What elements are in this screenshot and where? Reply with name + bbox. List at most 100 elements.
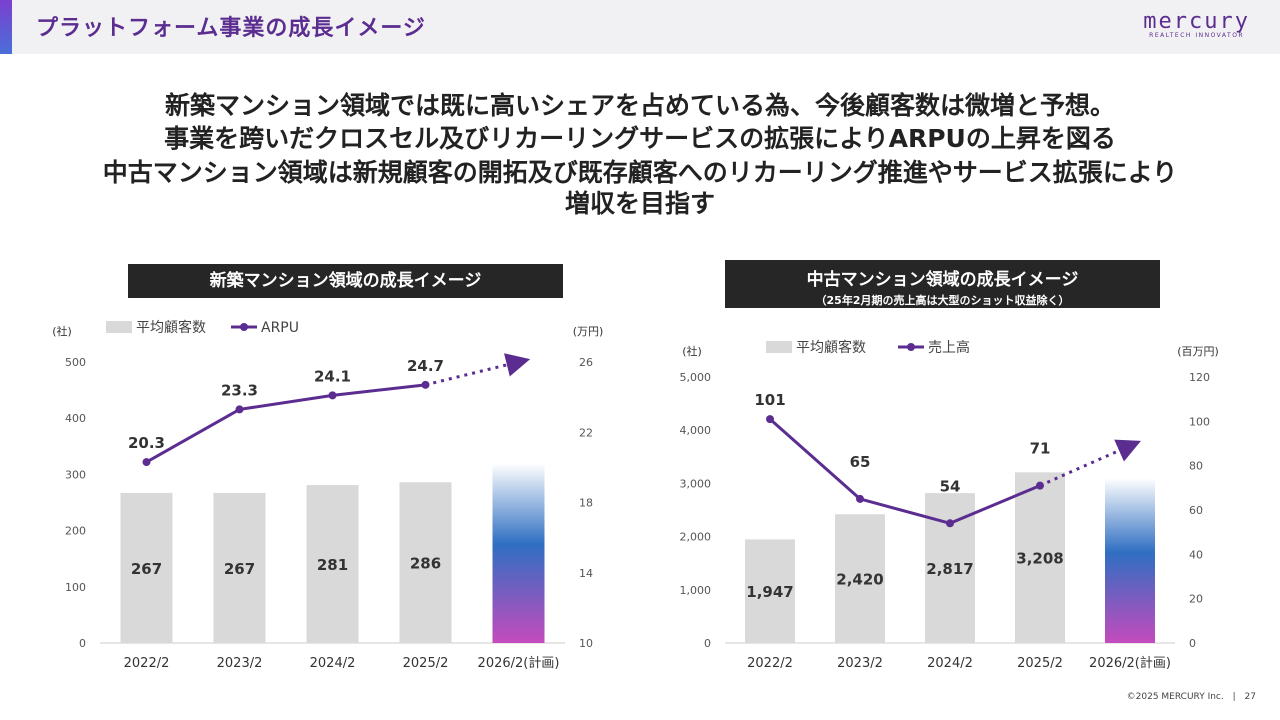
message-line-4: 増収を目指す: [564, 189, 715, 218]
chart-1-left-tick: 500: [65, 356, 86, 369]
chart-2-right-tick: 100: [1189, 415, 1210, 428]
chart-2-category-label-5: 2026/2(計画): [1089, 655, 1171, 671]
chart-1-right-tick: 22: [579, 426, 593, 439]
chart-2-bar-5: [1105, 478, 1155, 643]
chart-2-left-tick: 0: [704, 637, 711, 650]
chart-1-right-tick: 10: [579, 637, 593, 650]
chart-1-legend-bar-label: 平均顧客数: [136, 319, 206, 336]
chart-2-bar-1: [745, 539, 795, 643]
chart-2-bar-label-1: 1,947: [746, 583, 793, 601]
chart-1-category-label-2: 2023/2: [217, 656, 263, 671]
chart-1-svg: (社) (万円) 0 100 200 300 400 500 10 14 18 22 26 267 267 2…: [52, 319, 604, 671]
chart-1-legend-line-marker: [240, 323, 248, 331]
chart-1-left-unit: (社): [52, 324, 72, 338]
chart-1-line-label-3: 24.1: [314, 367, 351, 385]
chart-2-right-tick: 40: [1189, 548, 1203, 561]
chart-1-line-point-3: [328, 391, 337, 400]
chart-2-category-label-1: 2022/2: [747, 656, 793, 671]
chart-2-svg: (社) (百万円) 0 1,000 2,000 3,000 4,000 5,000 0 20 40 6…: [680, 339, 1219, 671]
chart-1-bar-3: [306, 485, 359, 643]
chart-1-line-point-2: [235, 405, 244, 414]
chart-2-bar-4: [1015, 472, 1065, 643]
chart-1-right-tick: 18: [579, 497, 593, 510]
chart-2-left-tick: 2,000: [680, 531, 712, 544]
chart-1-title-box: 新築マンション領域の成長イメージ: [128, 264, 563, 298]
footer-page-number: 27: [1244, 692, 1256, 702]
chart-2-legend-line-label: 売上高: [928, 339, 970, 356]
chart-2-line-actual: [769, 417, 1041, 525]
header-bar: プラットフォーム事業の成長イメージ mercury REALTECH INNOV…: [0, 0, 1280, 54]
chart-1-right-unit: (万円): [573, 325, 604, 338]
chart-1-left-tick: 100: [65, 581, 86, 594]
chart-2-right-tick: 80: [1189, 460, 1203, 473]
chart-1-category-label-5: 2026/2(計画): [478, 655, 560, 671]
chart-2-left-tick: 4,000: [680, 424, 712, 437]
header-accent: [0, 0, 12, 54]
chart-2-right-tick: 20: [1189, 593, 1203, 606]
chart-1-left-tick: 400: [65, 412, 86, 425]
chart-2-left-tick: 1,000: [680, 584, 712, 597]
chart-1-bar-2: [213, 492, 266, 643]
chart-1-line-actual: [145, 383, 426, 464]
chart-2-legend-bar-label: 平均顧客数: [796, 339, 866, 356]
chart-1-bar-label-1: 267: [131, 560, 162, 578]
chart-1-legend-line-label: ARPU: [261, 320, 299, 336]
chart-2-legend: 平均顧客数 売上高: [766, 339, 970, 356]
chart-2-category-label-3: 2024/2: [927, 656, 973, 671]
chart-1-category-label-4: 2025/2: [403, 656, 449, 671]
message-line-2: 事業を跨いだクロスセル及びリカーリングサービスの拡張によりARPUの上昇を図る: [164, 124, 1116, 153]
message-line-3: 中古マンション領域は新規顧客の開拓及び既存顧客へのリカーリング推進やサービス拡張…: [102, 158, 1178, 187]
chart-2-line-point-4: [1036, 481, 1044, 490]
company-logo: mercury REALTECH INNOVATOR: [1143, 9, 1250, 40]
logo-wordmark: mercury: [1143, 9, 1250, 34]
chart-2-line-label-1: 101: [754, 391, 785, 409]
chart-2-bar-2: [835, 514, 885, 643]
chart-2-left-tick: 5,000: [680, 371, 712, 384]
chart-2-line-label-3: 54: [940, 477, 961, 495]
chart-2-right-tick: 60: [1189, 504, 1203, 517]
chart-1-bar-label-3: 281: [317, 556, 348, 574]
chart-2-right-unit: (百万円): [1177, 345, 1219, 358]
chart-2-category-label-4: 2025/2: [1017, 656, 1063, 671]
chart-2-bar-label-2: 2,420: [836, 571, 883, 589]
chart-2-bar-label-3: 2,817: [926, 560, 973, 578]
chart-2-left-tick: 3,000: [680, 477, 712, 490]
chart-2-line-point-3: [946, 519, 954, 528]
chart-2-line-point-2: [856, 494, 864, 503]
chart-2-title: 中古マンション領域の成長イメージ: [806, 270, 1079, 290]
chart-2-legend-bar-swatch: [766, 341, 792, 353]
chart-2-left-unit: (社): [682, 344, 702, 358]
chart-1-right-tick: 14: [579, 567, 593, 580]
message-line-1: 新築マンション領域では既に高いシェアを占めている為、今後顧客数は微増と予想。: [164, 91, 1115, 120]
chart-1-right-tick: 26: [579, 356, 593, 369]
chart-2-legend-line-marker: [907, 343, 915, 351]
chart-1-line-point-4: [421, 380, 430, 389]
chart-1-left-tick: 200: [65, 525, 86, 538]
chart-2-right-tick: 0: [1189, 637, 1196, 650]
chart-1-bar-label-4: 286: [410, 555, 441, 573]
chart-1-line-point-1: [142, 458, 151, 467]
chart-1-line-label-2: 23.3: [221, 381, 258, 399]
chart-1-title: 新築マンション領域の成長イメージ: [209, 271, 482, 291]
chart-1-legend-bar-swatch: [106, 321, 132, 333]
footer-copyright: ©2025 MERCURY Inc.: [1126, 692, 1224, 702]
chart-1-left-tick: 0: [79, 637, 86, 650]
chart-1-category-label-1: 2022/2: [124, 656, 170, 671]
chart-1-line-label-1: 20.3: [128, 434, 165, 452]
chart-2-title-box: 中古マンション領域の成長イメージ （25年2月期の売上高は大型のショット収益除く…: [725, 260, 1160, 308]
chart-2-line-label-2: 65: [850, 453, 871, 471]
chart-1-category-label-3: 2024/2: [310, 656, 356, 671]
chart-2-right-tick: 120: [1189, 371, 1210, 384]
chart-2-line-label-4: 71: [1030, 440, 1051, 458]
page-title: プラットフォーム事業の成長イメージ: [36, 16, 426, 41]
chart-2-category-label-2: 2023/2: [837, 656, 883, 671]
chart-1-bar-1: [120, 492, 173, 643]
chart-2-line-forecast: [1039, 439, 1141, 487]
chart-1-bar-label-2: 267: [224, 560, 255, 578]
footer-separator: |: [1232, 692, 1236, 702]
chart-1-bar-4: [399, 482, 452, 643]
chart-2-bar-label-4: 3,208: [1016, 550, 1063, 568]
logo-tagline: REALTECH INNOVATOR: [1149, 32, 1245, 39]
chart-1-left-tick: 300: [65, 468, 86, 481]
chart-1-bar-5: [492, 463, 545, 643]
